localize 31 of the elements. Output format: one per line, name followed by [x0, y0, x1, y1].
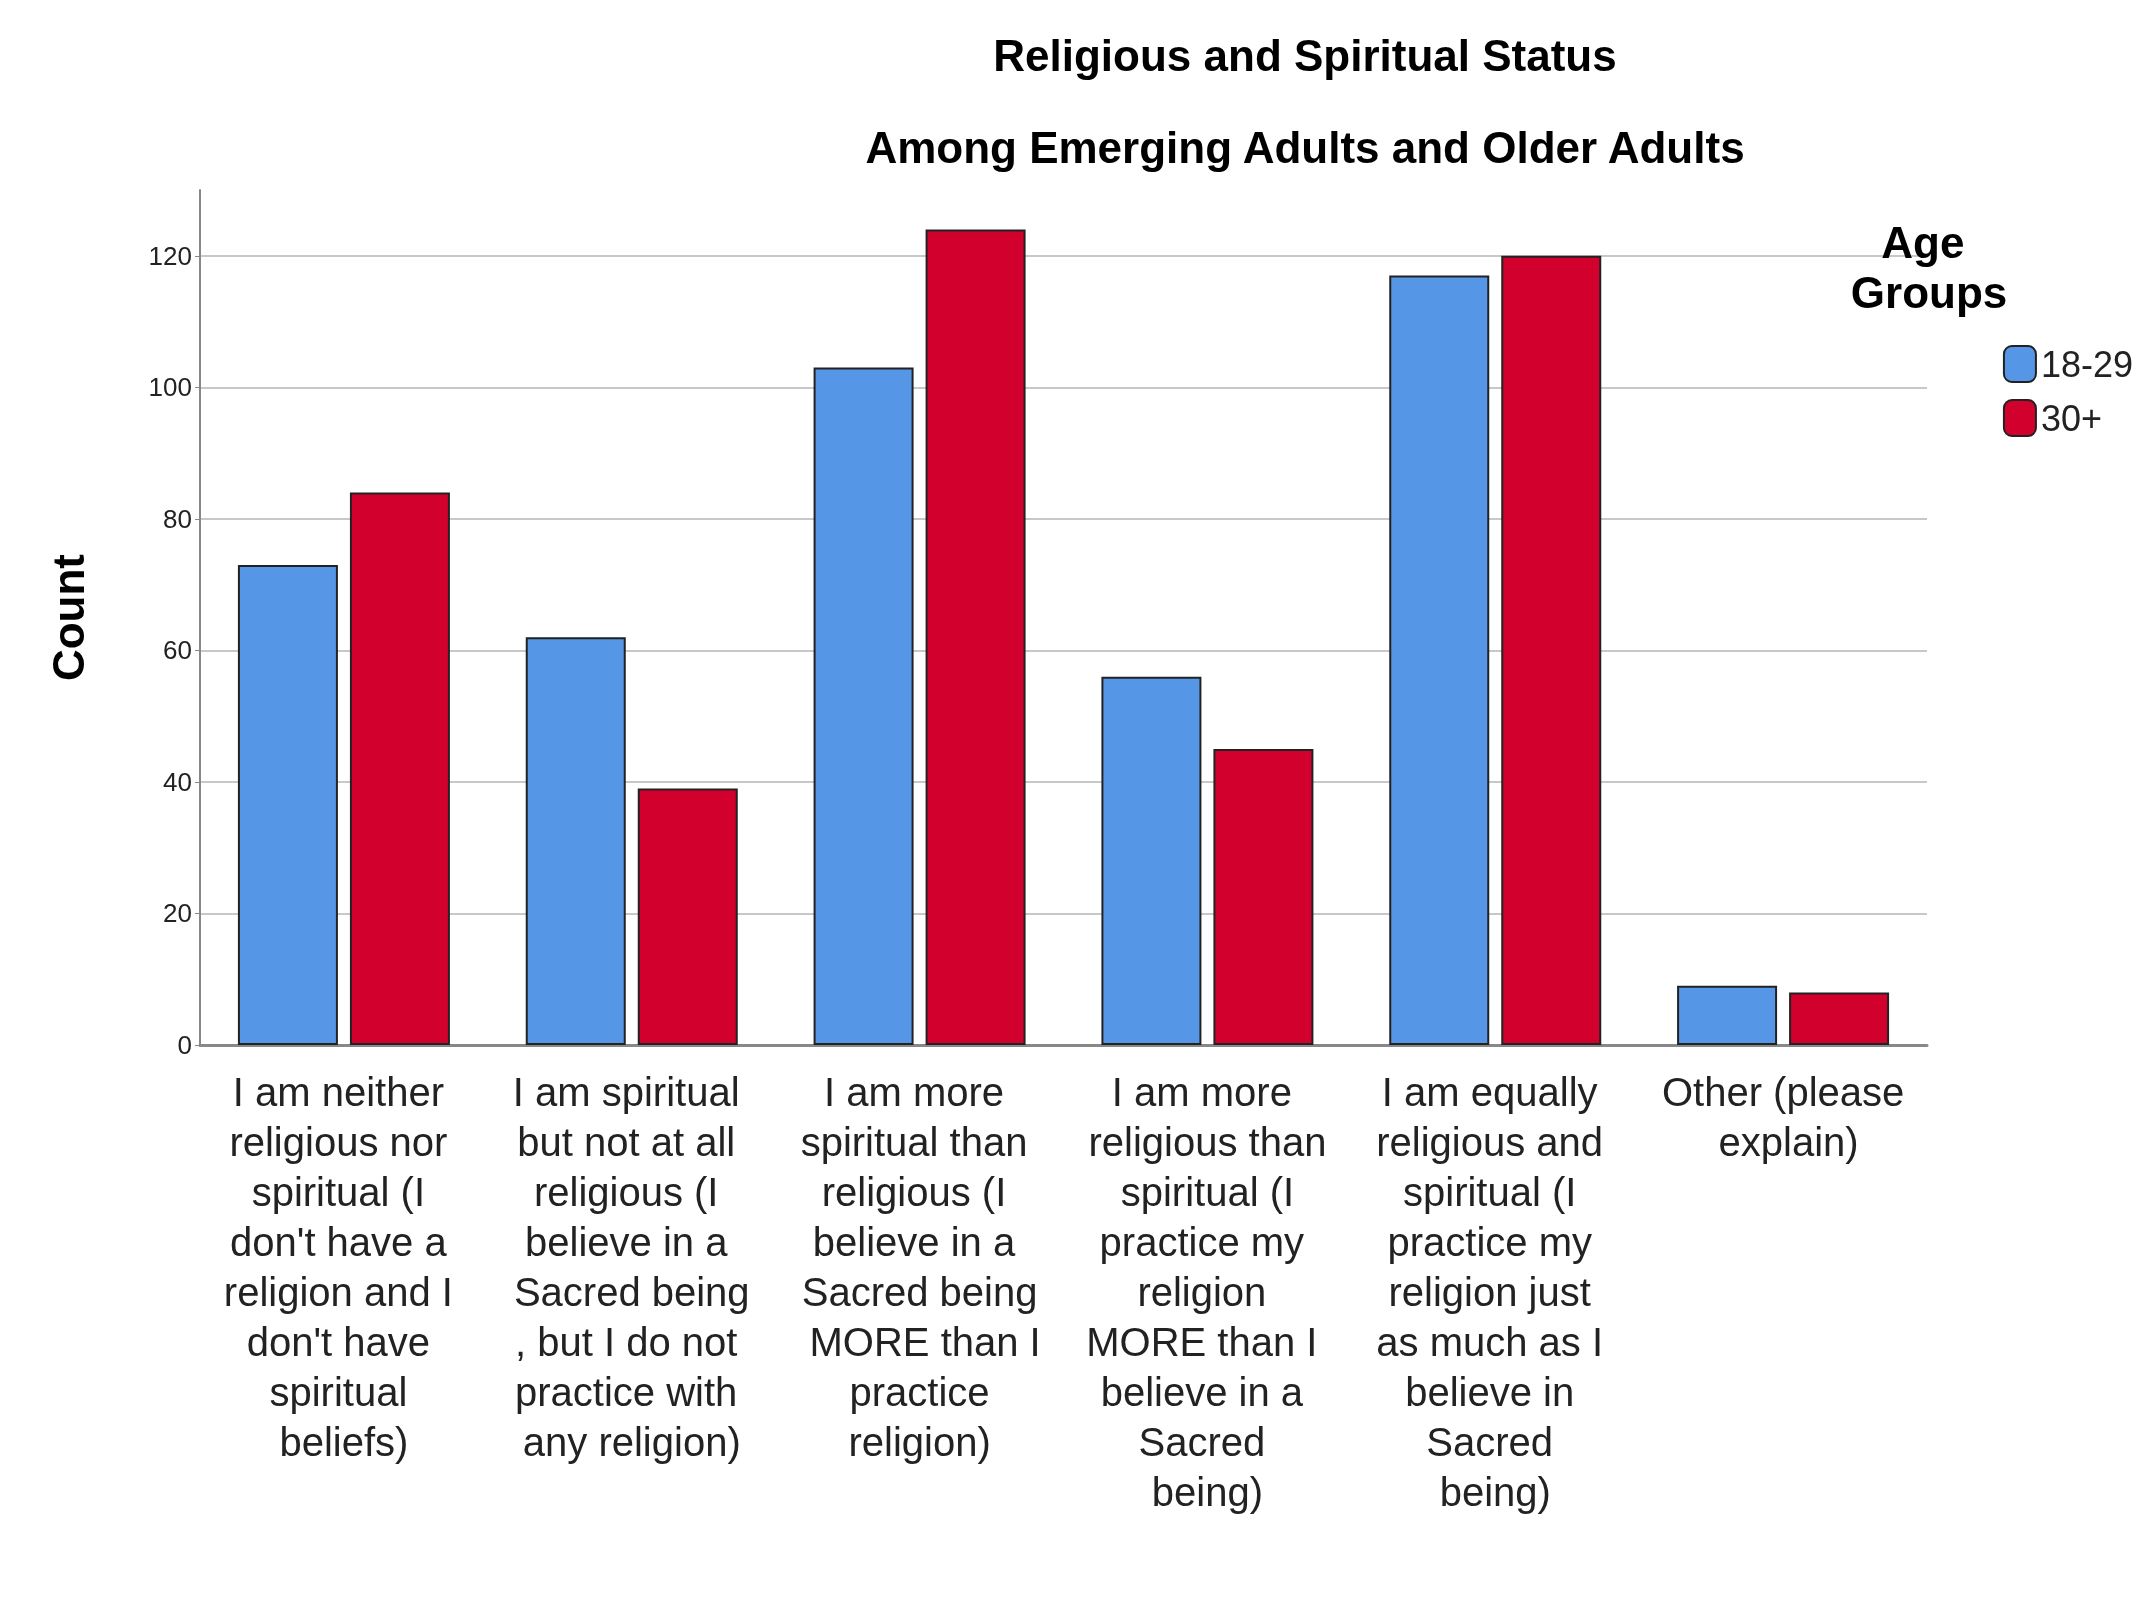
bar	[1213, 749, 1314, 1045]
legend-title: Age Groups	[1850, 217, 2008, 317]
legend-label: 30+	[2040, 397, 2102, 439]
x-tick-label: I am spiritual but not at all religious (I believe in a Sacred being, but I do not practice with any religion)	[512, 1070, 751, 1464]
y-tick-label: 40	[163, 766, 192, 797]
bar	[1789, 992, 1890, 1045]
bar	[637, 788, 738, 1045]
category-label: I am more religious than spiritual (I practice my religion MORE than I believe in a Sacred being)	[1086, 1070, 1327, 1514]
legend-label: 18-29	[2040, 343, 2133, 385]
x-tick-label: I am neither religious nor spiritual (I don't have a religion and I don't have spiritual beliefs)	[223, 1070, 464, 1464]
bar	[925, 229, 1026, 1045]
x-tick-label: I am more spiritual than religious (I believe in a Sacred being MORE than I practice religion)	[798, 1070, 1041, 1464]
bar	[237, 564, 338, 1045]
chart-title: Religious and Spiritual Status	[993, 30, 1617, 80]
y-tick-label: 100	[148, 372, 192, 403]
bar	[1501, 255, 1602, 1045]
bar	[1389, 275, 1490, 1045]
y-tick-label: 60	[163, 635, 192, 666]
bar	[1101, 676, 1202, 1045]
bar	[813, 367, 914, 1045]
y-tick-label: 0	[177, 1030, 192, 1060]
y-tick-label: 80	[163, 503, 192, 534]
bar	[349, 492, 450, 1045]
bar	[525, 637, 626, 1045]
y-tick-label: 120	[148, 240, 192, 271]
y-axis-title: Count	[43, 553, 93, 682]
category-label: I am equally religious and spiritual (I practice my religion just as much as I believe in Sacred being)	[1376, 1070, 1604, 1514]
x-tick-label: Other (please explain)	[1661, 1070, 1905, 1164]
chart-subtitle: Among Emerging Adults and Older Adults	[865, 122, 1745, 172]
y-tick-label: 20	[163, 898, 192, 929]
bar	[1677, 985, 1778, 1045]
